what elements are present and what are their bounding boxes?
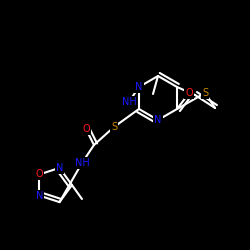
Text: N: N [56,163,63,173]
Text: S: S [111,122,117,132]
Text: O: O [36,170,43,179]
Text: N: N [36,190,43,200]
Text: N: N [135,82,143,92]
Text: O: O [82,124,90,134]
Text: NH: NH [74,158,89,168]
Text: NH: NH [122,97,136,107]
Text: O: O [185,88,193,98]
Text: N: N [154,115,162,125]
Text: S: S [202,88,208,98]
